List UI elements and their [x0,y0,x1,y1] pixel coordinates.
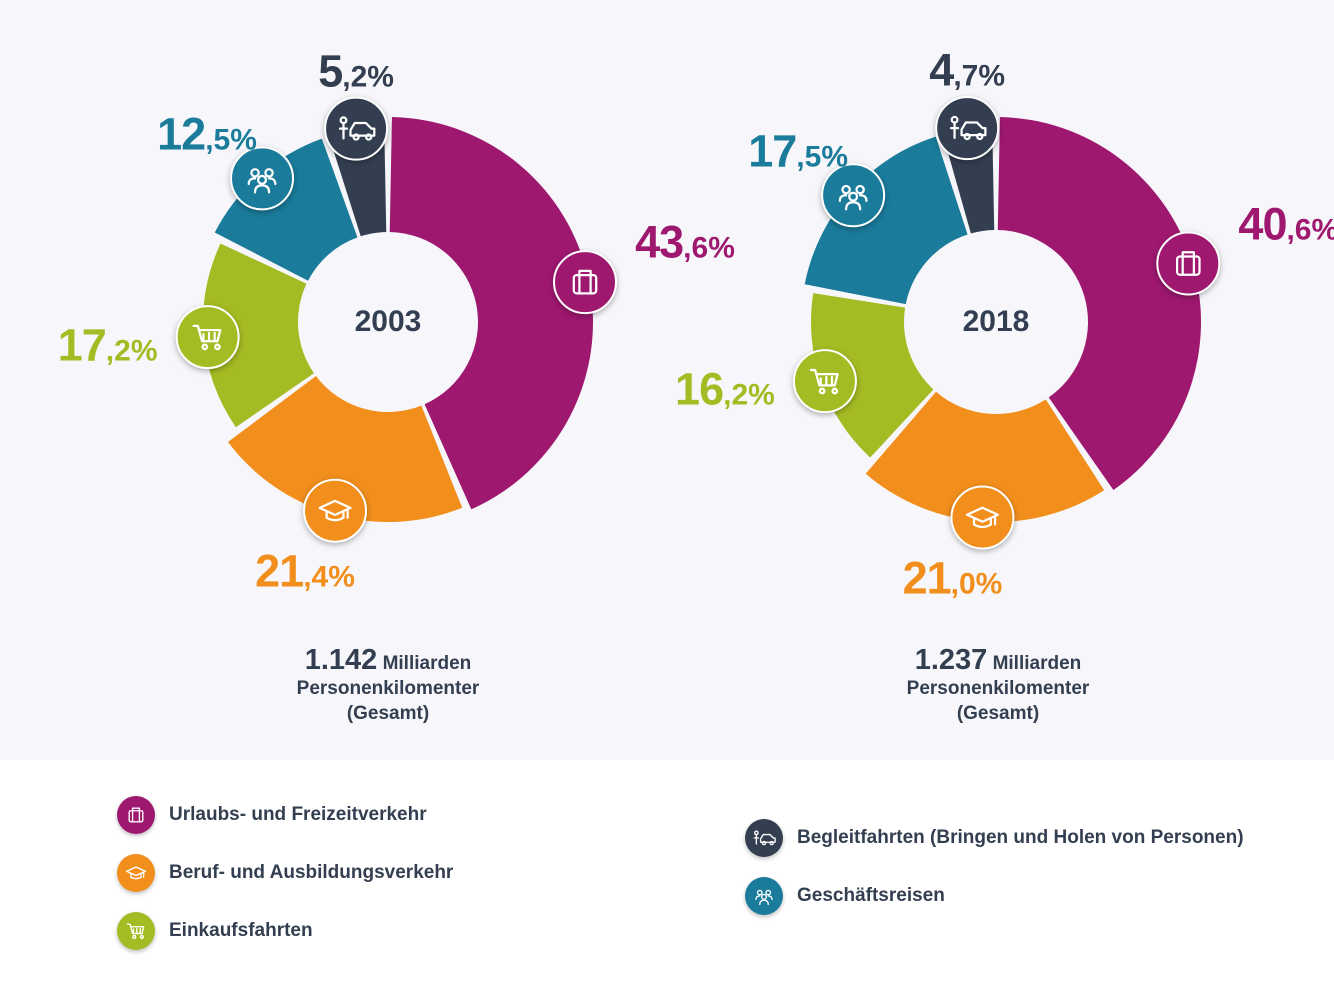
slice-beruf-2003 [227,375,463,522]
total-line3: (Gesamt) [346,703,430,724]
pct-dec: ,2% [105,334,158,368]
center-year-label: 2018 [962,305,1030,338]
pct-label-begleit: 5,2% [318,48,394,93]
pct-dec: ,6% [1286,213,1334,246]
slice-urlaub-2003 [389,117,593,510]
graduation-cap-icon [117,854,155,892]
slice-einkauf-2003 [202,243,314,428]
suitcase-icon [553,250,618,315]
total-unit: Milliarden [992,653,1082,674]
pct-dec: ,2% [342,60,394,94]
shopping-cart-icon [175,305,240,370]
legend-item-geschaeft: Geschäftsreisen [745,877,945,915]
total-line2: Personenkilomenter [906,678,1090,699]
people-group-icon [745,877,783,915]
legend-item-urlaub: Urlaubs- und Freizeitverkehr [117,796,427,834]
legend-label: Einkaufsfahrten [169,920,313,941]
pct-int: 16 [675,363,724,415]
legend-label: Beruf- und Ausbildungsverkehr [169,862,454,883]
people-group-icon [821,163,886,228]
total-line2: Personenkilomenter [296,678,480,699]
pct-label-einkauf: 16,2% [675,367,775,412]
legend-item-beruf: Beruf- und Ausbildungsverkehr [117,854,453,892]
slice-geschaeft-2003 [214,138,358,281]
shopping-cart-icon [117,912,155,950]
pct-int: 43 [635,216,684,268]
pct-int: 4 [929,44,954,96]
total-value: 1.142 [304,644,378,676]
person-car-icon [324,96,389,161]
pct-int: 17 [748,125,797,177]
pct-int: 17 [57,319,107,371]
suitcase-icon [1156,231,1221,296]
pct-label-einkauf: 17,2% [58,323,158,368]
slice-einkauf-2018 [810,293,934,458]
legend-item-begleit: Begleitfahrten (Bringen und Holen von Pe… [745,819,1244,857]
pct-dec: ,5% [205,123,257,157]
people-group-icon [230,146,295,211]
legend-label: Urlaubs- und Freizeitverkehr [169,804,427,825]
pct-label-begleit: 4,7% [929,48,1005,93]
graduation-cap-icon [950,485,1015,550]
pct-dec: ,0% [950,567,1003,601]
legend-label: Begleitfahrten (Bringen und Holen von Pe… [797,827,1244,848]
pct-int: 21 [902,552,952,604]
person-car-icon [935,96,1000,161]
pct-label-urlaub: 43,6% [635,220,735,265]
pct-dec: ,6% [683,231,735,265]
pct-dec: ,4% [303,560,355,594]
pct-label-geschaeft: 12,5% [157,112,257,157]
pct-dec: ,5% [796,140,849,174]
slice-beruf-2018 [865,391,1105,522]
slice-urlaub-2018 [997,117,1201,491]
total-line3: (Gesamt) [956,703,1040,724]
total-2018: 1.237 Milliarden Personenkilomenter (Ges… [848,646,1148,726]
slice-geschaeft-2018 [804,136,968,305]
pct-int: 40 [1238,198,1287,249]
pct-int: 21 [255,545,304,597]
shopping-cart-icon [792,349,857,414]
pct-label-beruf: 21,4% [255,548,355,593]
pct-label-urlaub: 40,6% [1238,201,1334,246]
suitcase-icon [117,796,155,834]
pct-int: 5 [318,45,343,97]
pct-label-beruf: 21,0% [903,555,1003,600]
legend-item-einkauf: Einkaufsfahrten [117,912,313,950]
graduation-cap-icon [303,478,368,543]
pct-int: 12 [157,108,206,160]
total-value: 1.237 [914,644,988,676]
center-year-label: 2003 [354,305,422,338]
pct-dec: ,2% [723,378,775,412]
total-unit: Milliarden [382,653,472,674]
pct-label-geschaeft: 17,5% [748,129,848,174]
pct-dec: ,7% [953,59,1006,93]
legend-label: Geschäftsreisen [797,885,945,906]
total-2003: 1.142 Milliarden Personenkilomenter (Ges… [238,646,538,726]
person-car-icon [745,819,783,857]
